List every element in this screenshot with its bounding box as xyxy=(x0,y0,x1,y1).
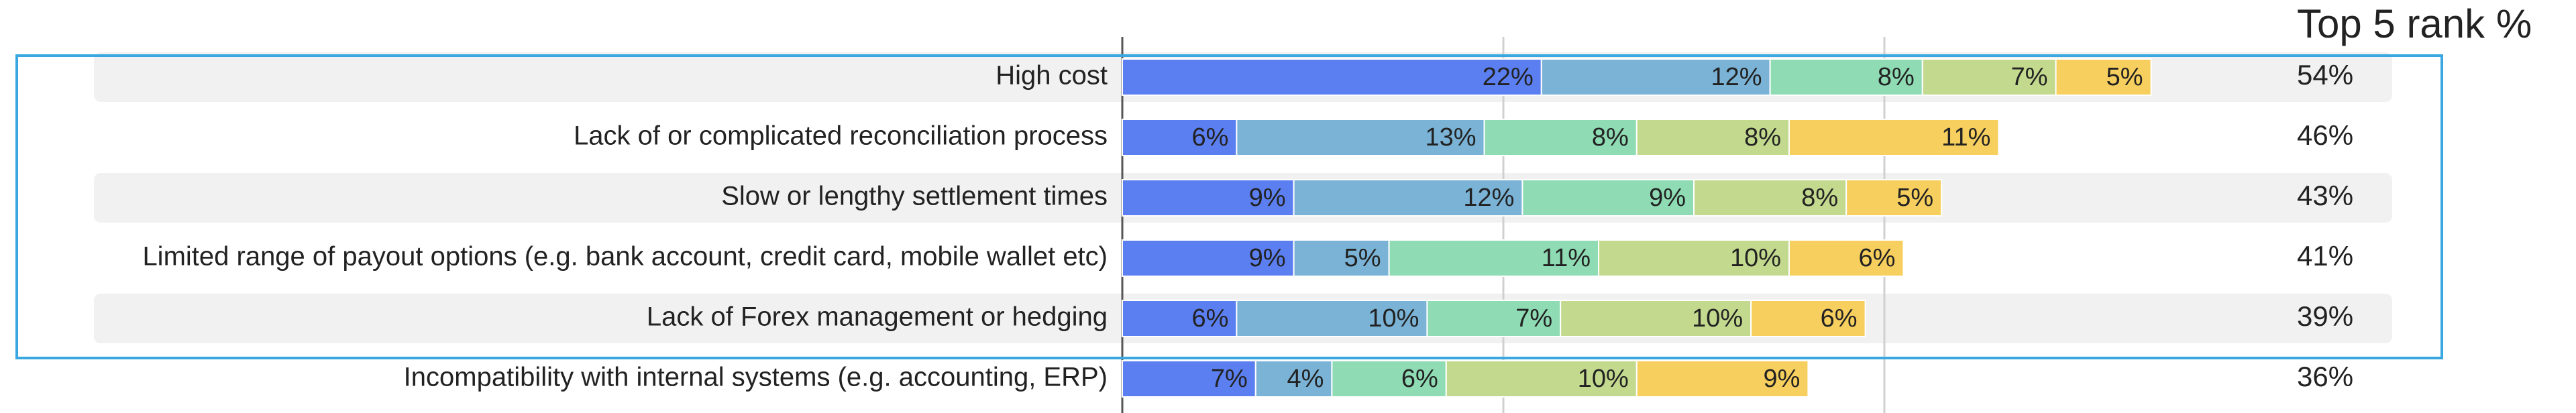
bar-segment xyxy=(1445,360,1638,398)
bar-segment xyxy=(1293,179,1523,217)
data-label: 12% xyxy=(1463,184,1514,212)
top5-value: 54% xyxy=(2297,59,2353,91)
top5-value: 43% xyxy=(2297,180,2353,211)
data-label: 4% xyxy=(1287,365,1324,393)
data-label: 6% xyxy=(1401,365,1438,393)
bar-segment xyxy=(1750,300,1866,337)
category-label: Slow or lengthy settlement times xyxy=(721,182,1108,211)
category-label: Lack of or complicated reconciliation pr… xyxy=(574,121,1108,151)
data-label: 11% xyxy=(1542,244,1591,272)
data-label: 5% xyxy=(1896,184,1933,212)
bar-segment xyxy=(1236,119,1485,156)
data-label: 13% xyxy=(1426,123,1477,152)
top5-value: 46% xyxy=(2297,119,2353,151)
data-label: 10% xyxy=(1692,304,1743,333)
data-label: 10% xyxy=(1368,304,1419,333)
highlight-box xyxy=(15,54,2443,359)
bar-segment xyxy=(1122,58,1542,96)
data-label: 5% xyxy=(2106,63,2143,91)
category-label: Incompatibility with internal systems (e… xyxy=(404,363,1108,392)
bar-segment xyxy=(1426,300,1562,337)
bar-segment xyxy=(1331,360,1447,398)
bar-segment xyxy=(1598,239,1790,277)
bar-segment xyxy=(1693,179,1847,217)
bar-segment xyxy=(1845,179,1943,217)
data-label: 8% xyxy=(1592,123,1629,152)
data-label: 11% xyxy=(1941,123,1990,152)
data-label: 5% xyxy=(1344,244,1381,272)
bar-segment xyxy=(1122,360,1256,398)
data-label: 8% xyxy=(1878,63,1915,91)
bar-segment xyxy=(1388,239,1600,277)
bar-segment xyxy=(1540,58,1771,96)
bar-segment xyxy=(1560,300,1752,337)
data-label: 6% xyxy=(1191,304,1228,333)
data-label: 12% xyxy=(1711,63,1762,91)
bar-segment xyxy=(1293,239,1390,277)
data-label: 8% xyxy=(1801,184,1838,212)
top5-title: Top 5 rank % xyxy=(2297,1,2532,46)
data-label: 9% xyxy=(1249,244,1286,272)
data-label: 7% xyxy=(1211,365,1248,393)
top5-value: 36% xyxy=(2297,361,2353,392)
bar-segment xyxy=(1788,119,2000,156)
data-label: 6% xyxy=(1858,244,1895,272)
bar-segment xyxy=(1635,119,1790,156)
bar-segment xyxy=(1635,360,1809,398)
top5-value: 41% xyxy=(2297,240,2353,272)
bar-segment xyxy=(1254,360,1333,398)
data-label: 10% xyxy=(1730,244,1781,272)
bar-segment xyxy=(2055,58,2152,96)
bar-segment xyxy=(1788,239,1904,277)
data-label: 22% xyxy=(1483,63,1534,91)
data-label: 7% xyxy=(2011,63,2048,91)
data-label: 8% xyxy=(1744,123,1781,152)
data-label: 9% xyxy=(1763,365,1800,393)
data-label: 6% xyxy=(1191,123,1228,152)
data-label: 10% xyxy=(1578,365,1629,393)
top5-value: 39% xyxy=(2297,300,2353,332)
category-label: Limited range of payout options (e.g. ba… xyxy=(142,242,1108,272)
bar-segment xyxy=(1122,239,1295,277)
data-label: 9% xyxy=(1249,184,1286,212)
data-label: 6% xyxy=(1821,304,1858,333)
bar-segment xyxy=(1769,58,1923,96)
bar-segment xyxy=(1122,300,1238,337)
data-label: 7% xyxy=(1515,304,1552,333)
bar-segment xyxy=(1521,179,1695,217)
category-label: Lack of Forex management or hedging xyxy=(647,302,1108,332)
category-label: High cost xyxy=(996,61,1108,91)
data-label: 9% xyxy=(1649,184,1686,212)
bar-segment xyxy=(1483,119,1638,156)
